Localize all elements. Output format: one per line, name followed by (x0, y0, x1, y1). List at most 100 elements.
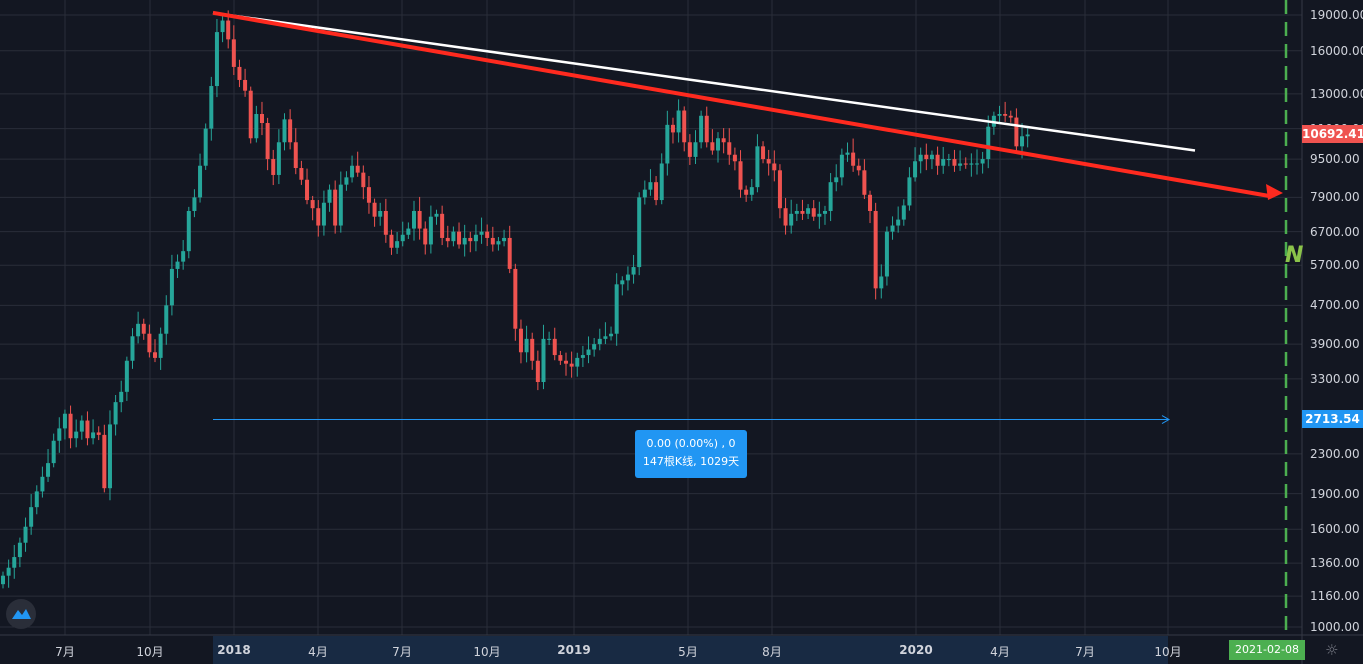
x-tick-label: 10月 (1154, 645, 1182, 659)
candle-body (338, 184, 343, 226)
candle-body (366, 187, 371, 203)
candle-body (918, 154, 923, 162)
candle-body (558, 355, 563, 361)
candle-body (293, 142, 298, 169)
candle-body (907, 177, 912, 206)
candle-body (378, 210, 383, 217)
candle-body (214, 32, 219, 87)
candle-body (980, 159, 985, 164)
candle-body (350, 165, 355, 178)
candle-body (851, 152, 856, 166)
candle-body (552, 338, 557, 356)
candle-body (761, 146, 766, 160)
gear-icon[interactable]: ☼ (1325, 641, 1339, 659)
candle-body (34, 491, 39, 508)
trend-line-red (212, 10, 1271, 199)
candle-body (924, 154, 929, 160)
candle-body (186, 210, 191, 252)
candle-body (85, 420, 90, 439)
y-tick-label: 3900.00 (1310, 337, 1360, 352)
candle-body (592, 344, 597, 350)
candle-body (958, 163, 963, 166)
candle-body (147, 333, 152, 353)
candle-body (744, 189, 749, 195)
x-tick-label: 4月 (308, 645, 328, 659)
candle-body (710, 142, 715, 151)
candle-body (935, 154, 940, 166)
candle-body (682, 110, 687, 143)
candle-body (946, 159, 951, 161)
candle-body (541, 338, 546, 383)
candle-body (699, 115, 704, 143)
candle-body (462, 237, 467, 245)
candle-body (17, 542, 22, 558)
candle-body (276, 142, 281, 175)
candle-body (659, 163, 664, 201)
candle-body (637, 197, 642, 268)
tradingview-logo-icon[interactable] (6, 599, 36, 629)
candle-body (772, 163, 777, 171)
candle-body (986, 126, 991, 160)
candle-body (473, 234, 478, 242)
candle-body (389, 234, 394, 248)
level-price-label: 2713.54 (1302, 410, 1363, 428)
candle-body (440, 213, 445, 238)
y-tick-label: 9500.00 (1310, 152, 1360, 167)
candle-body (383, 210, 388, 235)
y-tick-label: 16000.00 (1310, 43, 1363, 58)
candle-body (400, 234, 405, 242)
candle-body (952, 159, 957, 166)
candle-body (716, 138, 721, 151)
candle-body (868, 194, 873, 211)
candle-body (259, 114, 264, 124)
candle-body (411, 210, 416, 229)
y-tick-label: 1160.00 (1310, 589, 1360, 604)
current-price-label: 10692.41 (1302, 125, 1363, 143)
y-tick-label: 5700.00 (1310, 258, 1360, 273)
candle-body (113, 402, 118, 425)
candle-body (51, 440, 56, 464)
candle-body (496, 241, 501, 245)
candle-body (941, 159, 946, 166)
candle-body (654, 182, 659, 201)
candle-body (575, 357, 580, 367)
candle-body (434, 213, 439, 217)
candle-body (783, 208, 788, 226)
candle-body (620, 280, 625, 285)
candle-body (29, 507, 34, 527)
candle-body (299, 168, 304, 180)
candle-body (547, 338, 552, 340)
candle-body (428, 216, 433, 245)
candle-body (822, 210, 827, 214)
candle-body (1, 575, 5, 585)
candle-body (777, 170, 782, 209)
candle-body (198, 165, 203, 198)
candle-body (738, 161, 743, 190)
x-tick-label: 2020 (899, 643, 933, 657)
measure-bars-text: 147根K线, 1029天 (642, 455, 740, 468)
candle-body (327, 189, 332, 203)
candle-body (665, 124, 670, 164)
y-tick-label: 1600.00 (1310, 522, 1360, 537)
candle-body (834, 177, 839, 183)
x-tick-label: 10月 (136, 645, 164, 659)
candle-body (175, 261, 180, 269)
candle-body (417, 210, 422, 229)
x-tick-label: 4月 (990, 645, 1010, 659)
x-tick-label: 2019 (557, 643, 591, 657)
candle-body (68, 413, 73, 439)
candle-body (890, 225, 895, 232)
candle-body (288, 119, 293, 143)
y-tick-label: 19000.00 (1310, 8, 1363, 22)
candle-body (1003, 114, 1008, 116)
candle-body (721, 138, 726, 143)
y-tick-label: 13000.00 (1310, 86, 1363, 101)
candle-body (321, 202, 326, 226)
y-tick-label: 2300.00 (1310, 446, 1360, 461)
candle-body (243, 79, 248, 91)
candle-body (862, 170, 867, 195)
candle-body (845, 152, 850, 155)
measure-arrow-head (1161, 415, 1171, 424)
candle-body (1020, 136, 1025, 147)
